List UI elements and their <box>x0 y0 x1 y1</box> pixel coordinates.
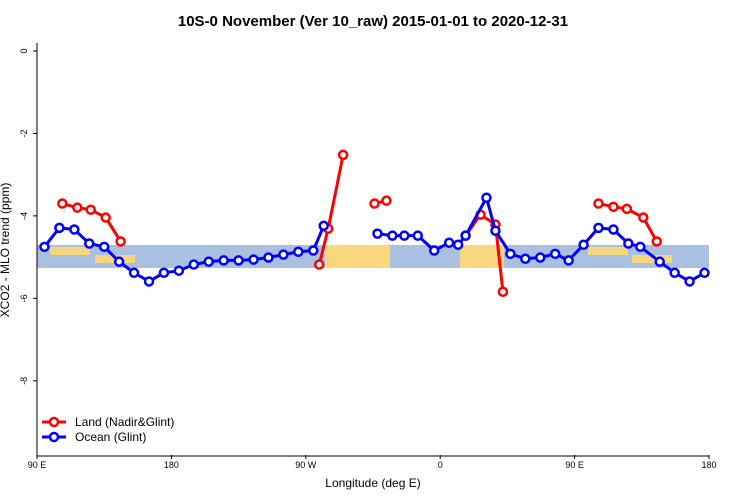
data-point <box>520 253 531 265</box>
x-tick-label: 90 E <box>565 460 584 470</box>
data-point <box>608 201 619 213</box>
data-point <box>369 198 380 209</box>
data-point <box>623 238 634 249</box>
x-tick-label: 0 <box>438 460 443 470</box>
data-point <box>608 224 619 235</box>
y-tick-label: -2 <box>19 129 29 137</box>
data-point <box>115 236 126 247</box>
data-point <box>233 255 244 266</box>
data-point <box>651 236 662 247</box>
legend-marker <box>48 416 60 428</box>
legend-label: Land (Nadir&Glint) <box>75 415 174 429</box>
map-band <box>37 245 709 268</box>
legend-label: Ocean (Glint) <box>75 430 146 444</box>
data-point <box>57 198 68 209</box>
data-point <box>387 230 398 241</box>
data-point <box>69 224 80 235</box>
data-point <box>549 248 561 260</box>
data-point <box>85 204 97 215</box>
data-point <box>278 249 289 260</box>
data-point <box>39 241 50 253</box>
data-point <box>381 195 392 206</box>
data-point <box>621 203 633 215</box>
data-point <box>218 255 229 266</box>
land-patch <box>588 247 628 255</box>
land-patch <box>632 255 672 263</box>
land-patch <box>325 245 390 268</box>
y-tick-label: -8 <box>19 377 29 385</box>
data-point <box>428 245 440 256</box>
data-point <box>684 276 695 287</box>
data-point <box>669 267 680 279</box>
data-point <box>173 265 185 276</box>
chart-title: 10S-0 November (Ver 10_raw) 2015-01-01 t… <box>178 13 568 30</box>
y-tick-label: 0 <box>19 48 29 53</box>
data-point <box>699 267 710 279</box>
data-point <box>337 149 349 161</box>
data-point <box>399 230 410 241</box>
data-point <box>497 286 509 297</box>
x-tick-label: 180 <box>701 460 716 470</box>
data-point <box>638 212 649 223</box>
data-point <box>248 254 259 265</box>
data-point <box>460 230 471 241</box>
data-point <box>490 225 501 236</box>
data-point <box>452 239 464 251</box>
data-point <box>635 241 646 253</box>
data-point <box>128 267 140 279</box>
data-point <box>84 238 95 249</box>
data-point <box>481 192 492 204</box>
data-point <box>313 259 325 270</box>
data-point <box>563 255 574 266</box>
data-point <box>100 212 111 223</box>
data-point <box>113 256 125 267</box>
y-tick-label: -4 <box>19 212 29 220</box>
data-point <box>54 222 65 234</box>
x-axis-label: Longitude (deg E) <box>325 476 420 490</box>
land-patch <box>460 245 504 268</box>
data-point <box>203 256 214 267</box>
data-point <box>293 246 304 258</box>
y-tick-label: -6 <box>19 294 29 302</box>
data-point <box>443 237 455 248</box>
data-point <box>593 222 604 234</box>
data-point <box>158 267 170 279</box>
data-point <box>535 252 546 263</box>
x-tick-label: 90 W <box>295 460 317 470</box>
data-point <box>593 198 604 209</box>
data-point <box>308 245 319 256</box>
data-point <box>263 252 274 263</box>
data-point <box>372 228 383 239</box>
data-point <box>412 230 424 241</box>
data-point <box>143 276 155 287</box>
data-point <box>578 239 589 251</box>
data-point <box>505 248 516 260</box>
x-tick-label: 90 E <box>28 460 47 470</box>
y-axis-label: XCO2 - MLO trend (ppm) <box>0 183 12 318</box>
data-point <box>72 202 83 213</box>
land-patch <box>50 247 90 255</box>
data-point <box>654 256 665 267</box>
data-point <box>98 241 110 253</box>
data-point <box>188 259 200 270</box>
data-point <box>318 220 329 232</box>
x-tick-label: 180 <box>164 460 179 470</box>
legend-marker <box>48 431 60 443</box>
